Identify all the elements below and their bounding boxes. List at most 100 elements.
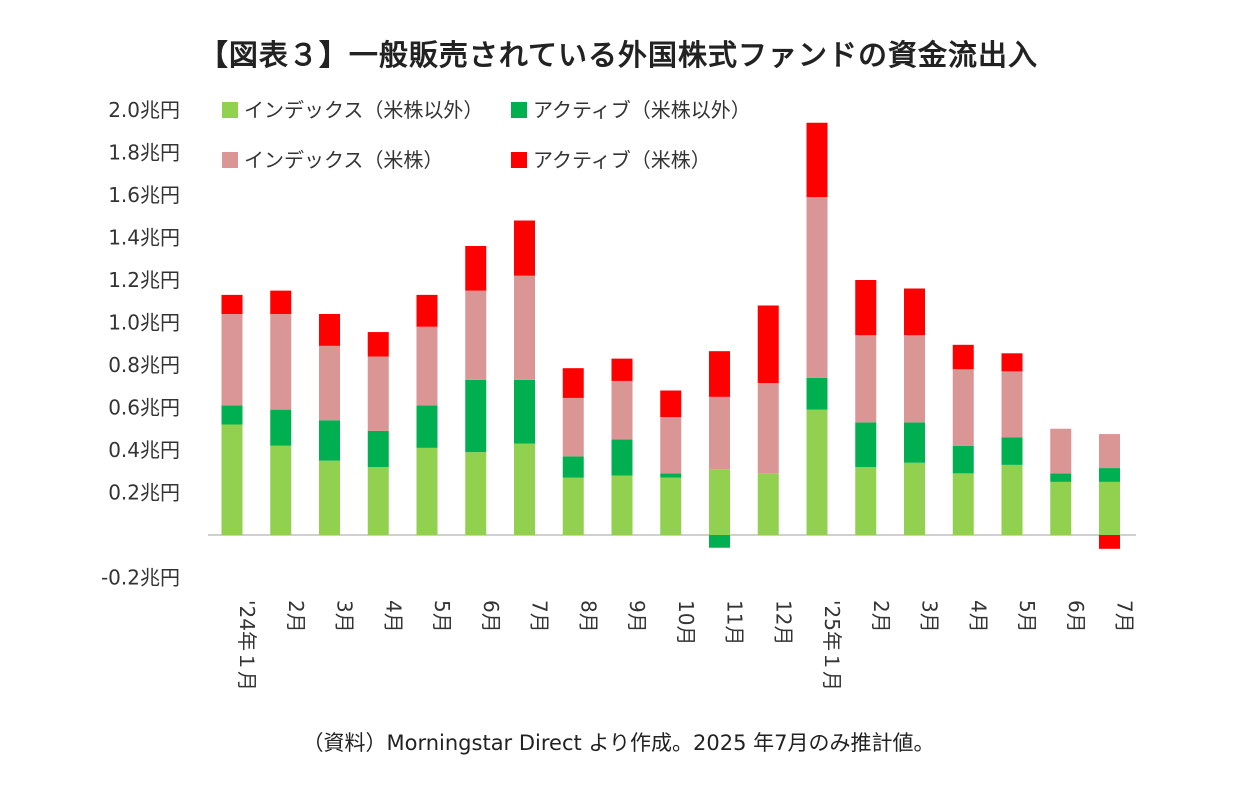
bar-segment [1001, 371, 1023, 438]
x-tick-label: '25年１月 [820, 600, 844, 691]
bar-segment [709, 396, 730, 470]
y-tick-label: 1.4兆円 [108, 226, 180, 250]
bar-segment [465, 246, 487, 291]
bar-segment [1050, 473, 1072, 482]
bar-segment [757, 473, 779, 535]
bar-segment [514, 220, 535, 276]
bar-segment [806, 409, 828, 535]
bar-segment [611, 380, 633, 440]
legend-swatch [511, 102, 527, 118]
bar-segment [319, 345, 340, 421]
bar-segment [904, 288, 925, 336]
bar-segment [562, 397, 584, 457]
bar-segment [952, 344, 974, 370]
bar-segment [367, 332, 389, 357]
bar-segment [221, 405, 243, 425]
source-note: （資料）Morningstar Direct より作成。2025 年7月のみ推計… [302, 731, 935, 755]
bar-segment [660, 477, 682, 535]
bar-segment [221, 424, 243, 535]
legend-label: インデックス（米株） [244, 148, 443, 172]
legend-swatch [222, 102, 238, 118]
bar-segment [416, 405, 438, 448]
bar-segment [367, 430, 389, 467]
bar-segment [1099, 468, 1120, 482]
x-tick-label: 5月 [1015, 600, 1039, 633]
legend-label: アクティブ（米株以外） [533, 98, 751, 122]
y-tick-label: 1.0兆円 [108, 311, 180, 335]
x-tick-label: 3月 [918, 600, 942, 633]
bar-segment [319, 420, 340, 461]
x-tick-label: 6月 [1064, 600, 1088, 633]
legend-swatch [222, 152, 238, 168]
bar-segment [611, 358, 633, 381]
bar-segment [806, 122, 828, 198]
bar-segment [611, 475, 633, 535]
bar-segment [1001, 464, 1023, 535]
bar-segment [270, 314, 292, 410]
bar-segment [660, 417, 682, 474]
y-tick-label: 1.8兆円 [108, 141, 180, 165]
bar-segment [221, 294, 243, 314]
x-tick-label: 11月 [723, 600, 747, 645]
bar-segment [1099, 535, 1120, 549]
y-tick-label: 1.2兆円 [108, 268, 180, 292]
x-tick-label: 12月 [771, 600, 795, 645]
chart-title: 【図表３】一般販売されている外国株式ファンドの資金流出入 [198, 38, 1039, 72]
legend-label: アクティブ（米株） [533, 148, 711, 172]
bar-segment [562, 477, 584, 535]
x-tick-label: 5月 [430, 600, 454, 633]
x-tick-label: 4月 [966, 600, 990, 633]
bar-segment [952, 473, 974, 535]
bar-segment [416, 447, 438, 535]
x-tick-label: 4月 [381, 600, 405, 633]
bar-segment [367, 356, 389, 431]
bar-segment [319, 460, 340, 535]
bar-segment [270, 409, 292, 446]
bar-segment [221, 314, 243, 406]
bar-segment [806, 377, 828, 410]
x-tick-label: 10月 [674, 600, 698, 645]
x-tick-label: 7月 [528, 600, 552, 633]
x-tick-label: 9月 [625, 600, 649, 633]
bar-segment [562, 368, 584, 398]
bar-segment [465, 290, 487, 380]
bar-segment [904, 462, 925, 535]
bar-segment [416, 294, 438, 327]
bar-segment [855, 335, 877, 423]
bar-segment [270, 445, 292, 535]
x-tick-label: '24年１月 [235, 600, 259, 691]
x-tick-label: 2月 [284, 600, 308, 633]
bar-segment [562, 456, 584, 478]
y-tick-label: -0.2兆円 [101, 566, 180, 590]
bar-segment [1050, 428, 1072, 474]
bar-segment [757, 305, 779, 384]
bar-segment [855, 280, 877, 336]
y-tick-label: 0.6兆円 [108, 396, 180, 420]
x-tick-label: 8月 [576, 600, 600, 633]
bar-segment [465, 452, 487, 535]
bar-segment [514, 379, 535, 444]
bar-segment [270, 290, 292, 314]
bar-segment [319, 314, 340, 346]
bar-segment [1050, 481, 1072, 535]
bar-segment [465, 379, 487, 453]
legend-label: インデックス（米株以外） [244, 98, 483, 122]
bar-segment [806, 197, 828, 378]
bar-segment [904, 335, 925, 423]
bar-segment [514, 275, 535, 380]
y-tick-label: 1.6兆円 [108, 183, 180, 207]
bar-segment [757, 383, 779, 474]
x-tick-label: 2月 [869, 600, 893, 633]
y-tick-label: 0.8兆円 [108, 353, 180, 377]
bar-segment [1001, 437, 1023, 465]
bar-segment [1001, 353, 1023, 372]
bar-segment [611, 439, 633, 476]
legend-swatch [511, 152, 527, 168]
bar-segment [855, 422, 877, 467]
x-tick-label: 6月 [479, 600, 503, 633]
x-tick-label: 7月 [1113, 600, 1137, 633]
bar-segment [1099, 434, 1120, 469]
bar-segment [367, 467, 389, 535]
bar-segment [952, 369, 974, 446]
